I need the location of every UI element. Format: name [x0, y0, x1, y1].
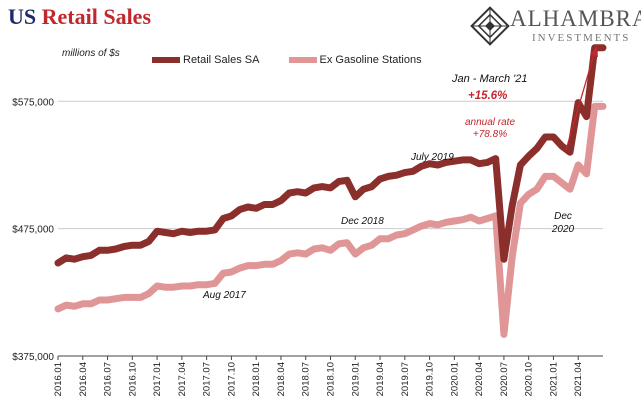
x-tick-label: 2018.01 — [251, 362, 262, 396]
y-tick-labels: $375,000 $475,000 $575,000 — [12, 97, 54, 363]
chart-title: US Retail Sales — [8, 4, 151, 30]
annotation-dec-2018: Dec 2018 — [341, 216, 384, 227]
growth-arrow — [565, 46, 598, 151]
x-tick-label: 2021.01 — [548, 362, 559, 396]
annotation-pct-change: +15.6% — [468, 90, 508, 102]
y-tick-label: $375,000 — [12, 352, 54, 363]
x-tick-label: 2019.04 — [375, 362, 386, 396]
legend-item-exgas: Ex Gasoline Stations — [288, 54, 422, 66]
annotation-july-2019: July 2019 — [411, 152, 454, 163]
x-tick-label: 2017.01 — [152, 362, 163, 396]
x-tick-label: 2020.04 — [474, 362, 485, 396]
brand-logo: ALHAMBRA INVESTMENTS — [470, 4, 641, 48]
x-tick-label: 2016.04 — [78, 362, 89, 396]
x-tick-label: 2019.10 — [425, 362, 436, 396]
growth-arrow-head — [590, 46, 598, 57]
y-tick-label: $575,000 — [12, 97, 54, 108]
legend-item-retail: Retail Sales SA — [152, 54, 259, 66]
x-tick-labels: 2016.01 2016.04 2016.07 2016.10 2017.01 2017.… — [53, 362, 584, 396]
series-line-retail-sales — [54, 44, 607, 267]
legend-swatch-exgas — [288, 57, 317, 64]
x-tick-label: 2019.07 — [400, 362, 411, 396]
x-tick-label: 2018.10 — [326, 362, 337, 396]
legend: Retail Sales SA Ex Gasoline Stations — [152, 54, 448, 66]
annotation-aug-2017: Aug 2017 — [203, 290, 246, 301]
brand-sub: INVESTMENTS — [532, 32, 631, 44]
annotation-dec-2020-year: 2020 — [551, 224, 575, 235]
legend-label-exgas: Ex Gasoline Stations — [319, 54, 422, 66]
brand-name: ALHAMBRA — [510, 6, 641, 31]
title-prefix: US — [8, 4, 37, 29]
annotation-jan-march: Jan - March '21 — [452, 73, 528, 85]
x-tick-label: 2020.01 — [449, 362, 460, 396]
x-tick-label: 2020.07 — [499, 362, 510, 396]
annotation-dec-2020-month: Dec — [554, 211, 572, 222]
x-tick-label: 2016.01 — [53, 362, 64, 396]
diamond-logo-icon — [470, 6, 510, 46]
x-tick-label: 2017.10 — [226, 362, 237, 396]
x-tick-label: 2021.04 — [573, 362, 584, 396]
x-tick-label: 2016.07 — [103, 362, 114, 396]
legend-label-retail: Retail Sales SA — [183, 54, 260, 66]
x-tick-label: 2017.07 — [202, 362, 213, 396]
annotation-annual-rate: +78.8% — [472, 129, 508, 140]
x-tick-label: 2016.10 — [127, 362, 138, 396]
x-tick-label: 2018.07 — [301, 362, 312, 396]
x-tick-label: 2018.04 — [276, 362, 287, 396]
x-tick-label: 2017.04 — [177, 362, 188, 396]
axes — [57, 355, 603, 360]
units-label: millions of $s — [62, 48, 120, 59]
annotation-annual-rate-label: annual rate — [464, 117, 516, 128]
gridlines — [58, 100, 603, 357]
x-tick-label: 2019.01 — [350, 362, 361, 396]
legend-swatch-retail — [152, 57, 180, 64]
growth-arrow-line — [565, 53, 595, 151]
series-line-ex-gasoline — [54, 102, 607, 338]
y-tick-label: $475,000 — [12, 225, 54, 236]
x-tick-label: 2020.10 — [524, 362, 535, 396]
series-lines — [54, 44, 607, 338]
title-main: Retail Sales — [41, 4, 152, 29]
